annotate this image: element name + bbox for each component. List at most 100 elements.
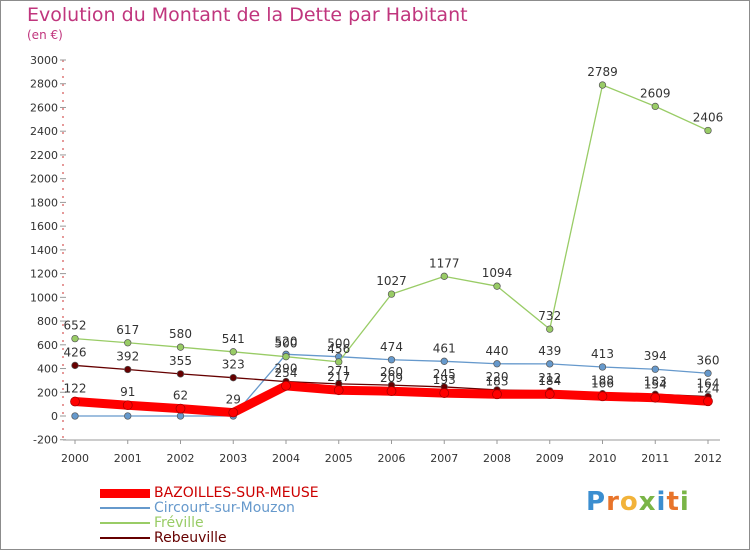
legend-swatch [100,537,150,539]
y-tick-label: 1600 [30,220,58,233]
y-tick-label: 2600 [30,101,58,114]
series-point [228,407,239,418]
series-point [439,388,450,398]
data-label: 290 [275,362,298,376]
series-point [229,374,237,382]
series-point [281,381,291,391]
y-tick-label: 400 [37,363,58,376]
data-label: 209 [380,371,403,385]
series-point [492,389,502,400]
data-label: 220 [486,370,509,384]
data-label: 2789 [587,65,618,79]
x-tick-label: 2009 [536,452,564,465]
data-label: 1177 [429,256,460,270]
series-line-2 [74,84,709,363]
series-point [71,334,79,343]
legend-label: BAZOILLES-SUR-MEUSE [154,485,319,501]
series-point [124,339,132,347]
y-tick-label: 2400 [30,125,58,138]
data-label: 652 [64,319,87,333]
legend-swatch [100,488,150,498]
series-point [493,360,501,368]
x-tick-label: 2007 [430,452,458,465]
series-point [176,370,185,378]
x-tick-label: 2000 [61,452,89,465]
y-tick-label: 800 [37,315,58,328]
data-label: 1027 [376,274,407,288]
data-label: 183 [644,374,667,388]
logo-letter: o [619,487,639,517]
series-point [176,343,185,351]
axes: -200 0 200 400 600 800 1000 1200 1400 1600 1800 200… [30,54,722,465]
series-point [387,290,396,298]
data-label: 617 [116,323,139,337]
series-point [70,396,80,407]
x-tick-label: 2002 [167,452,195,465]
x-tick-label: 2010 [589,452,617,465]
legend-swatch [100,522,150,524]
series-point [175,403,186,414]
data-label: 260 [380,365,403,379]
legend-label: Fréville [154,515,204,531]
series-point [333,385,344,396]
y-tick-label: 1000 [30,291,58,304]
y-tick-label: 3000 [30,54,58,67]
logo-letter: r [606,487,620,517]
legend-item: Circourt-sur-Mouzon [100,500,295,516]
data-label: 413 [591,347,614,361]
series-point [124,412,132,420]
series-point [71,361,79,370]
x-tick-label: 2001 [114,452,142,465]
data-label: 254 [275,366,298,380]
data-label: 2609 [640,86,671,100]
data-label: 212 [538,371,561,385]
series-point [703,396,713,407]
data-label: 323 [222,358,245,372]
y-tick-label: -200 [33,434,58,447]
data-label: 271 [327,364,350,378]
logo-letter: i [679,487,690,517]
data-label: 580 [169,327,192,341]
logo-letter: t [666,487,680,517]
series-point [229,348,237,356]
series-point [176,412,185,420]
data-label: 184 [538,374,561,388]
data-label: 2406 [693,110,724,124]
y-tick-label: 200 [37,386,58,399]
data-label: 91 [120,385,135,399]
legend-item: Rebeuville [100,530,227,546]
chart-title: Evolution du Montant de la Dette par Hab… [27,4,468,26]
series-point [651,102,659,111]
series-point [704,369,712,377]
series-point [122,400,133,411]
series-point [124,365,132,374]
y-tick-label: 600 [37,339,58,352]
data-label: 188 [591,374,614,388]
series-point [387,356,396,364]
logo-letter: P [586,487,607,517]
data-label: 456 [327,342,350,356]
logo-letter: i [656,487,667,517]
data-label: 166 [591,376,614,390]
series-point [440,357,448,365]
y-tick-label: 2800 [30,78,58,91]
data-label: 164 [697,377,720,391]
data-label: 29 [226,393,241,407]
legend-label: Circourt-sur-Mouzon [154,500,295,516]
series-point [546,325,554,333]
legend-item: Fréville [100,515,204,531]
series-layer [70,81,713,420]
y-tick-label: 0 [51,410,58,423]
series-point [597,391,608,402]
chart-subtitle: (en €) [27,28,63,42]
data-label: 461 [433,341,456,355]
x-tick-label: 2012 [694,452,722,465]
data-label: 193 [433,373,456,387]
y-tick-label: 1800 [30,196,58,209]
x-tick-label: 2011 [641,452,669,465]
data-label: 183 [486,374,509,388]
data-label: 1094 [482,266,513,280]
logo-letter: x [638,487,657,517]
x-tick-label: 2004 [272,452,300,465]
